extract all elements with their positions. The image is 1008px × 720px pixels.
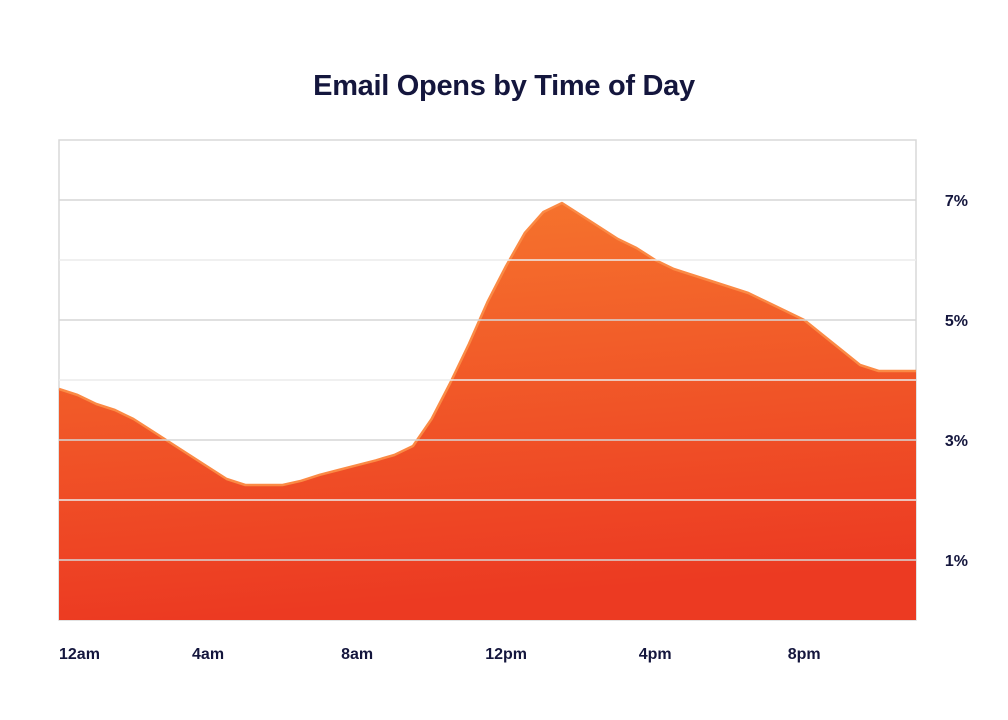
x-tick-label: 4pm xyxy=(639,646,672,663)
gridlines xyxy=(59,199,916,561)
x-axis-tick-labels: 12am 4am 8am 12pm 4pm 8pm xyxy=(59,646,821,663)
area-series-fill xyxy=(59,203,916,620)
x-tick-label: 4am xyxy=(192,646,224,663)
x-tick-label: 12pm xyxy=(485,646,527,663)
chart-title: Email Opens by Time of Day xyxy=(313,70,695,102)
y-tick-label: 7% xyxy=(945,193,968,210)
x-tick-label: 8am xyxy=(341,646,373,663)
y-tick-label: 1% xyxy=(945,553,968,570)
x-tick-label: 8pm xyxy=(788,646,821,663)
y-axis-tick-labels: 1% 3% 5% 7% xyxy=(945,193,968,570)
x-tick-label: 12am xyxy=(59,646,100,663)
y-tick-label: 5% xyxy=(945,313,968,330)
area-series-outline xyxy=(58,201,916,487)
y-tick-label: 3% xyxy=(945,433,968,450)
